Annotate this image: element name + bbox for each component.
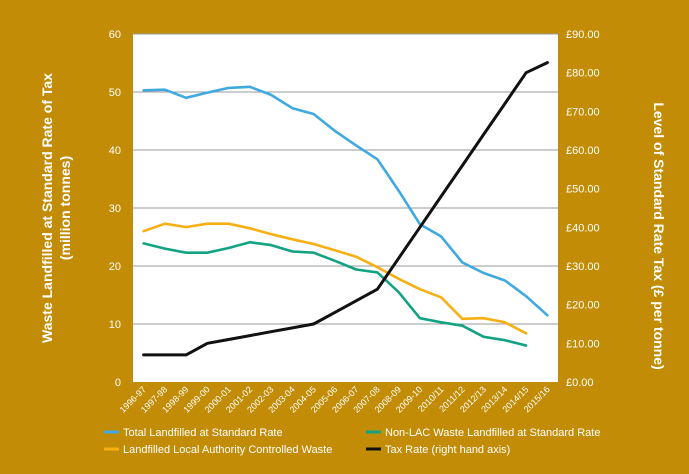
left-axis-title-line1: Waste Landfilled at Standard Rate of Tax — [39, 73, 55, 343]
series-line — [142, 61, 549, 357]
right-tick-label: £40.00 — [566, 222, 600, 234]
right-tick-label: £30.00 — [566, 261, 600, 273]
left-tick-label: 10 — [109, 319, 121, 331]
legend-label: Tax Rate (right hand axis) — [385, 444, 510, 456]
left-tick-label: 40 — [109, 145, 121, 157]
left-axis-ticks: 0 10 20 30 40 50 60 — [109, 29, 121, 389]
right-tick-label: £80.00 — [566, 68, 600, 80]
series-line — [142, 85, 549, 317]
right-axis-ticks: £0.00 £10.00 £20.00 £30.00 £40.00 £50.00 £60.0… — [566, 29, 600, 389]
legend-label: Total Landfilled at Standard Rate — [123, 427, 283, 439]
right-tick-label: £50.00 — [566, 184, 600, 196]
left-tick-label: 60 — [109, 29, 121, 41]
left-tick-label: 20 — [109, 261, 121, 273]
left-tick-label: 50 — [109, 87, 121, 99]
legend-label: Non-LAC Waste Landfilled at Standard Rat… — [385, 427, 600, 439]
left-tick-label: 0 — [115, 377, 121, 389]
right-tick-label: £20.00 — [566, 300, 600, 312]
left-tick-label: 30 — [109, 203, 121, 215]
right-tick-label: £60.00 — [566, 145, 600, 157]
gridlines — [133, 33, 558, 325]
right-tick-label: £10.00 — [566, 338, 600, 350]
right-tick-label: £90.00 — [566, 29, 600, 41]
left-axis-title-line2: (million tonnes) — [57, 156, 73, 260]
right-tick-label: £70.00 — [566, 106, 600, 118]
legend: Total Landfilled at Standard Rate Non-LAC… — [104, 427, 600, 456]
right-axis-title: Level of Standard Rate Tax (£ per tonne) — [651, 102, 667, 369]
series-layer — [142, 61, 549, 357]
legend-label: Landfilled Local Authority Controlled Wa… — [123, 444, 332, 456]
series-line — [142, 240, 528, 347]
series-line — [142, 222, 528, 335]
right-tick-label: £0.00 — [566, 377, 594, 389]
